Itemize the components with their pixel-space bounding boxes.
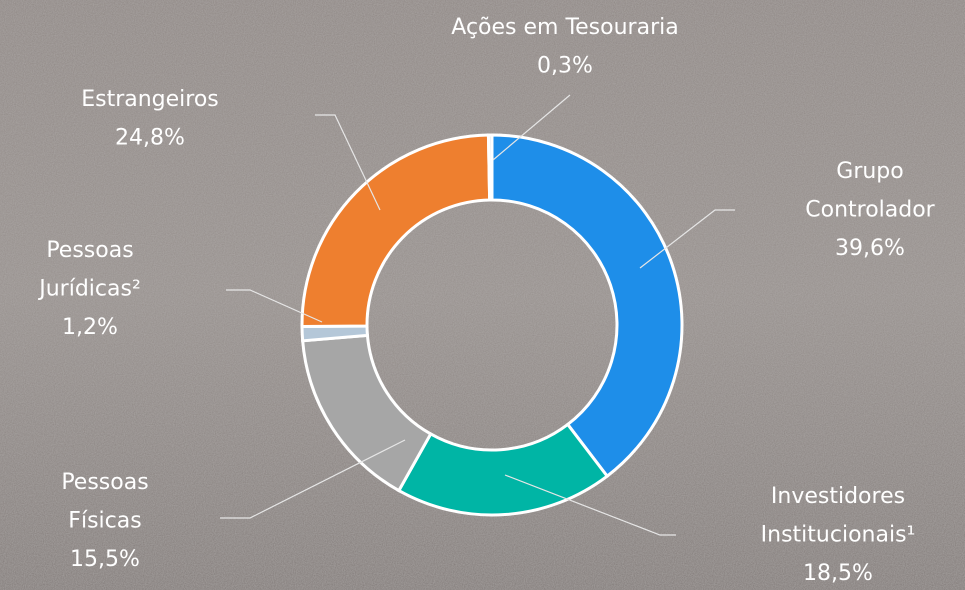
category-label: Pessoas Físicas (61, 470, 148, 534)
category-label: Grupo Controlador (805, 159, 935, 223)
value-label: 15,5% (70, 547, 140, 572)
leader-line (220, 439, 406, 519)
leader-line (315, 114, 381, 211)
value-label: 18,5% (803, 561, 873, 586)
category-label: Pessoas Jurídicas² (37, 238, 141, 302)
category-label: Estrangeiros (81, 87, 219, 112)
leader-line (504, 474, 676, 536)
donut-slice (490, 133, 684, 479)
leader-line (492, 94, 571, 161)
value-label: 24,8% (115, 126, 185, 151)
category-label: Ações em Tesouraria (451, 15, 678, 40)
value-label: 39,6% (835, 236, 905, 261)
donut (300, 133, 684, 517)
value-label: 0,3% (537, 54, 593, 79)
donut-slice (486, 133, 494, 202)
value-label: 1,2% (62, 315, 118, 340)
donut-slice (300, 133, 492, 329)
leader-line (639, 209, 735, 269)
category-label: Investidores Institucionais¹ (761, 484, 916, 548)
leader-line (226, 289, 323, 323)
labels: Grupo Controlador 39,6% Investidores Institu… (37, 15, 935, 586)
